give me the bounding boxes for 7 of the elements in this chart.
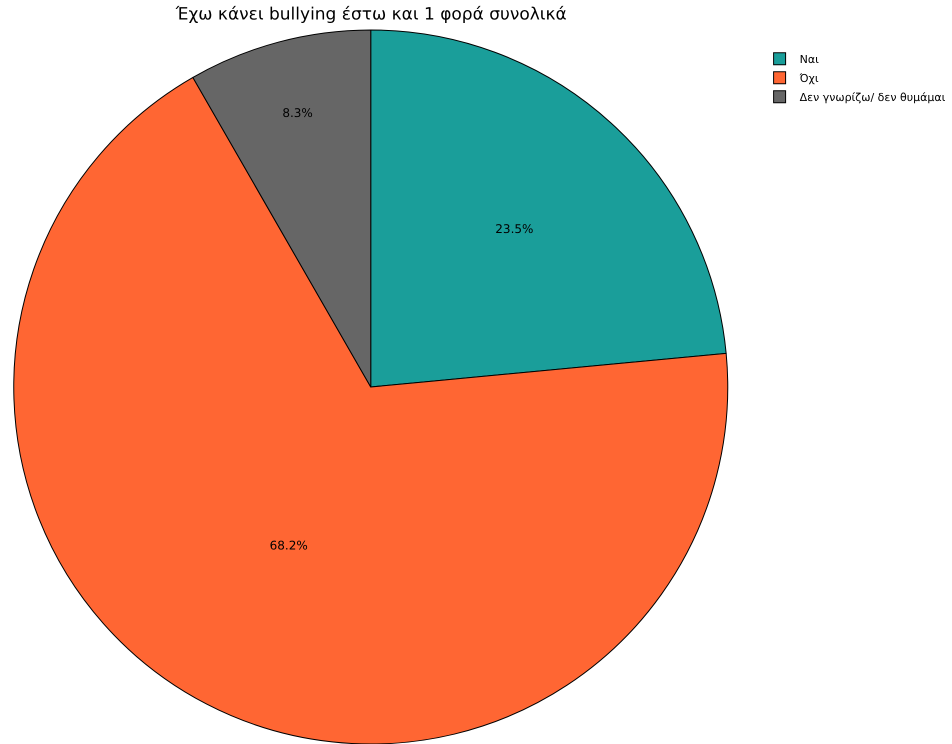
legend-label: Δεν γνωρίζω/ δεν θυμάμαι — [800, 91, 946, 104]
data-label: 23.5% — [495, 222, 534, 236]
legend-label: Όχι — [798, 72, 819, 86]
data-label: 68.2% — [270, 538, 308, 553]
legend-label: Ναι — [800, 53, 820, 66]
chart-title: Έχω κάνει bullying έστω και 1 φορά συνολικά — [174, 4, 567, 24]
data-label: 8.3% — [282, 106, 313, 120]
